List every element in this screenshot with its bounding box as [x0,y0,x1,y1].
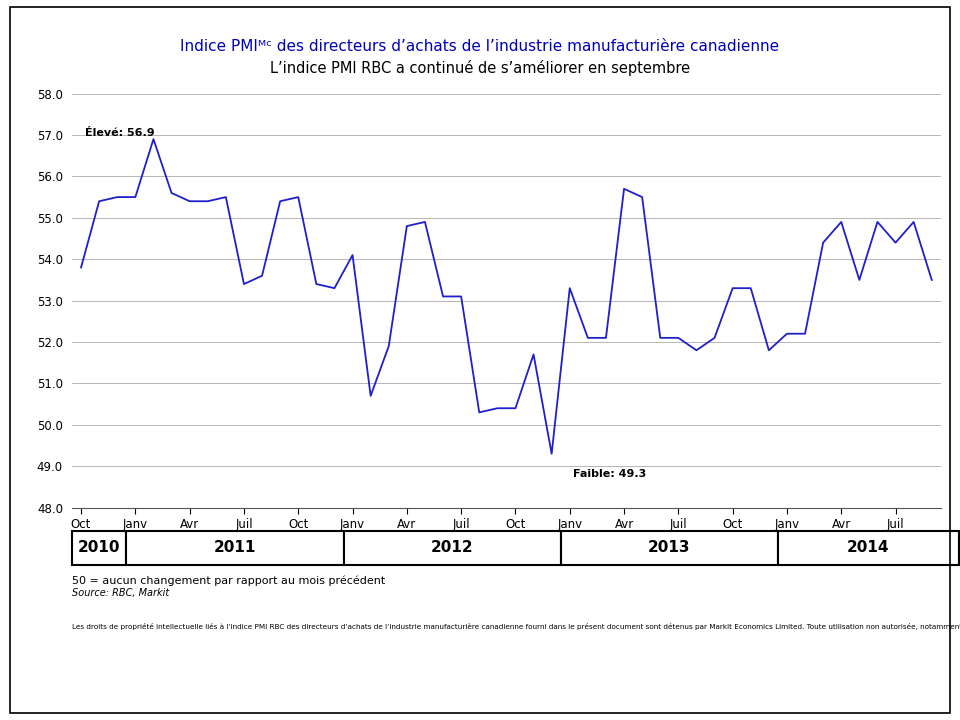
Text: 2011: 2011 [214,541,256,555]
Text: Source: RBC, Markit: Source: RBC, Markit [72,588,169,598]
Text: 2010: 2010 [78,541,120,555]
Text: Les droits de propriété intellectuelle liés à l’indice PMI RBC des directeurs d’: Les droits de propriété intellectuelle l… [72,623,960,630]
Text: 2012: 2012 [431,541,473,555]
Text: 2013: 2013 [648,541,690,555]
Text: 50 = aucun changement par rapport au mois précédent: 50 = aucun changement par rapport au moi… [72,576,385,587]
Text: Indice PMIᴹᶜ des directeurs d’achats de l’industrie manufacturière canadienne: Indice PMIᴹᶜ des directeurs d’achats de … [180,40,780,54]
Text: Élevé: 56.9: Élevé: 56.9 [84,128,155,138]
Text: 2014: 2014 [847,541,890,555]
Text: Faible: 49.3: Faible: 49.3 [573,469,647,479]
Text: L’indice PMI RBC a continué de s’améliorer en septembre: L’indice PMI RBC a continué de s’amélior… [270,60,690,76]
